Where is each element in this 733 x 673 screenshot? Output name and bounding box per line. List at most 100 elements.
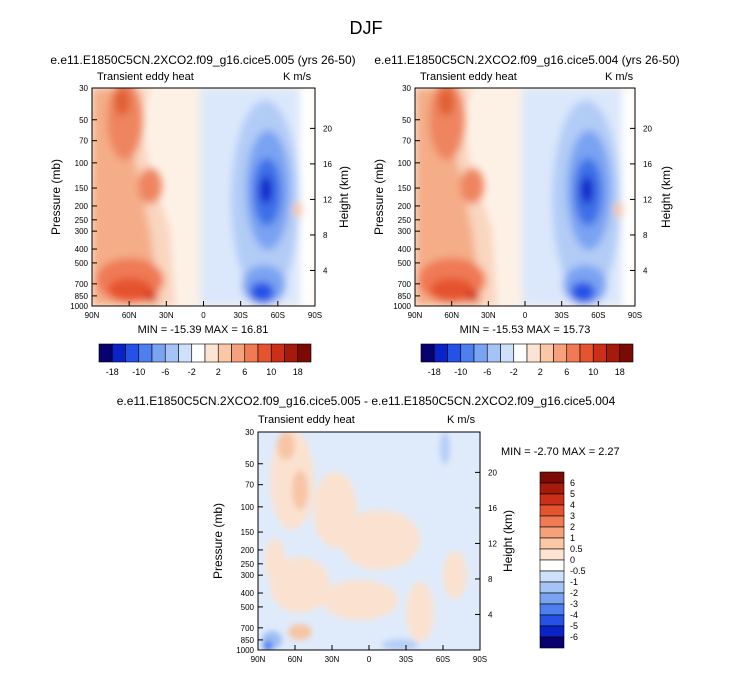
y-right-tick-label: 20 [488,468,497,477]
y-tick-label: 300 [398,227,412,236]
colorbar-swatch [539,548,565,561]
colorbar-swatch [579,343,594,363]
y-axis-label-right: Height (km) [501,510,515,572]
colorbar-label: 6 [570,478,575,488]
y-right-tick-label: 8 [323,231,328,240]
colorbar-label: 2 [570,522,575,532]
colorbar-swatch [164,343,179,363]
x-tick-label: 90S [308,311,322,320]
y-right-tick-label: 20 [643,124,652,133]
y-right-tick-label: 20 [323,124,332,133]
contour-field [92,88,315,306]
y-tick-label: 30 [402,84,411,93]
y-tick-label: 700 [75,280,89,289]
colorbar-label: -4 [570,610,578,620]
colorbar-swatch [500,343,515,363]
y-tick-label: 400 [75,245,89,254]
colorbar-swatch [539,581,565,594]
colorbar-label: 1 [570,533,575,543]
y-tick-label: 300 [241,571,255,580]
colorbar-label: 10 [266,367,276,377]
y-tick-label: 70 [245,481,254,490]
y-tick-label: 30 [79,84,88,93]
colorbar-swatch [539,603,565,616]
y-tick-label: 100 [241,503,255,512]
colorbar-label: 5 [570,489,575,499]
x-tick-label: 30N [159,311,174,320]
y-tick-label: 150 [241,528,255,537]
colorbar-label: -6 [570,632,578,642]
y-right-tick-label: 4 [643,266,648,275]
y-tick-label: 250 [398,216,412,225]
y-tick-label: 200 [398,202,412,211]
colorbar-swatch [539,471,565,484]
min-max-stats: MIN = -15.53 MAX = 15.73 [460,324,591,336]
colorbar-label: 6 [242,367,247,377]
x-tick-label: 30N [325,655,340,664]
colorbar-005: -18 -10 -6 -2 2 6 10 18 [98,343,312,377]
y-axis-label-right: Height (km) [659,166,673,228]
y-tick-label: 300 [75,227,89,236]
colorbar-label: 3 [570,511,575,521]
colorbar-swatch [539,559,565,572]
x-tick-label: 30N [481,311,496,320]
colorbar-swatch [257,343,272,363]
colorbar-swatch [460,343,475,363]
y-tick-label: 100 [398,159,412,168]
y-tick-label: 500 [75,259,89,268]
colorbar-label: -6 [161,367,169,377]
x-tick-label: 0 [201,311,206,320]
colorbar-swatch [539,614,565,627]
contour-field [415,88,635,306]
y-tick-label: 1000 [393,302,411,311]
colorbar-swatch [539,625,565,638]
panel-title: e.e11.E1850C5CN.2XCO2.f09_g16.cice5.004 … [374,53,679,67]
panel-units: K m/s [447,414,476,426]
colorbar-swatch [125,343,140,363]
y-tick-label: 850 [241,636,255,645]
y-tick-label: 400 [398,245,412,254]
colorbar-swatch [297,343,312,363]
colorbar-swatch [231,343,246,363]
colorbar-swatch [178,343,193,363]
colorbar-swatch [539,537,565,550]
colorbar-label: -18 [106,367,119,377]
panel-004: e.e11.E1850C5CN.2XCO2.f09_g16.cice5.004 … [372,53,680,377]
colorbar-label: 6 [564,367,569,377]
y-tick-label: 250 [75,216,89,225]
y-tick-label: 850 [75,292,89,301]
x-tick-label: 30S [399,655,413,664]
y-tick-label: 200 [75,202,89,211]
min-max-stats: MIN = -15.39 MAX = 16.81 [138,324,269,336]
colorbar-label: 4 [570,500,575,510]
colorbar-swatch [111,343,126,363]
y-tick-label: 500 [398,259,412,268]
colorbar-swatch [539,592,565,605]
colorbar-swatch [244,343,259,363]
y-tick-label: 700 [398,280,412,289]
y-tick-label: 50 [245,460,254,469]
colorbar-swatch [539,343,554,363]
colorbar-label: -10 [132,367,145,377]
x-tick-label: 0 [367,655,372,664]
colorbar-label: -0.5 [570,566,586,576]
colorbar-label: -2 [188,367,196,377]
colorbar-label: 0 [570,555,575,565]
colorbar-swatch [284,343,299,363]
colorbar-swatch [539,504,565,517]
y-tick-label: 70 [402,137,411,146]
x-tick-label: 60S [436,655,450,664]
y-right-tick-label: 4 [488,610,493,619]
colorbar-swatch [513,343,528,363]
figure-title: DJF [350,18,383,38]
colorbar-swatch [217,343,232,363]
y-tick-label: 150 [398,184,412,193]
y-right-tick-label: 16 [488,504,497,513]
panel-005: e.e11.E1850C5CN.2XCO2.f09_g16.cice5.005 … [49,53,356,377]
y-right-tick-label: 16 [643,160,652,169]
y-axis-label: Pressure (mb) [211,503,225,579]
colorbar-swatch [592,343,607,363]
panel-subtitle: Transient eddy heat [258,414,355,426]
y-right-tick-label: 12 [488,539,497,548]
